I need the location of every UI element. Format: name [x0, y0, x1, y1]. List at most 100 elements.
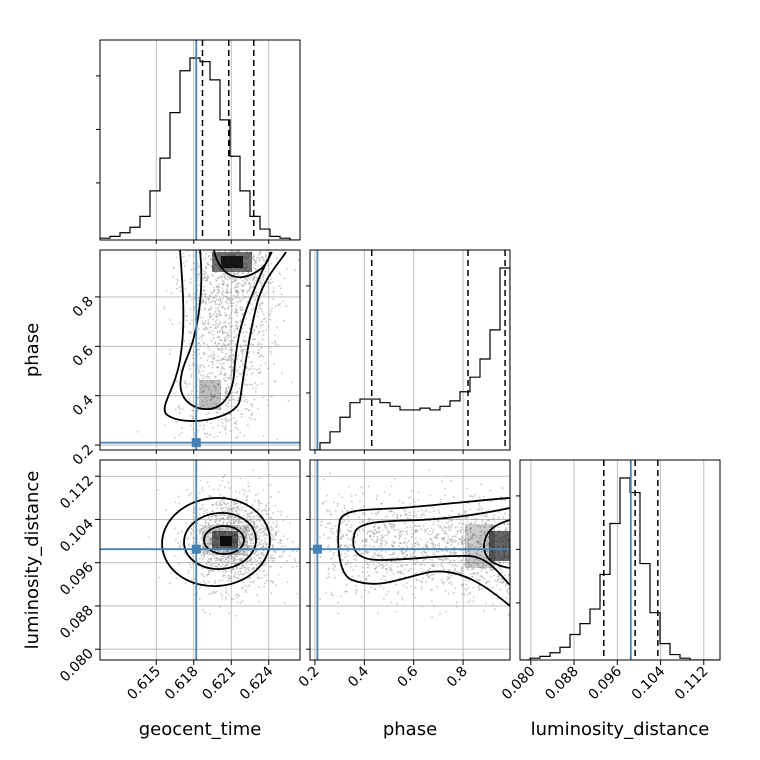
- sample-point: [438, 512, 441, 514]
- sample-point: [223, 486, 226, 489]
- sample-point: [412, 554, 415, 557]
- sample-point: [502, 516, 505, 519]
- sample-point: [464, 530, 467, 533]
- contour-level-2: [183, 512, 257, 570]
- sample-point: [241, 453, 243, 455]
- sample-point: [442, 581, 445, 584]
- sample-point: [188, 254, 191, 257]
- sample-point: [230, 340, 233, 343]
- sample-point: [367, 551, 370, 553]
- sample-point: [382, 536, 385, 539]
- sample-point: [238, 553, 241, 556]
- sample-point: [190, 374, 193, 376]
- sample-point: [188, 294, 191, 297]
- sample-point: [209, 558, 211, 561]
- sample-point: [504, 584, 507, 587]
- sample-point: [265, 329, 268, 332]
- sample-point: [378, 531, 381, 534]
- sample-point: [353, 554, 356, 557]
- sample-point: [202, 342, 205, 345]
- sample-point: [206, 509, 208, 512]
- sample-point: [246, 524, 249, 526]
- sample-point: [442, 568, 445, 570]
- sample-point: [249, 542, 252, 545]
- sample-point: [203, 432, 206, 435]
- sample-point: [224, 274, 226, 276]
- sample-point: [350, 524, 353, 527]
- sample-point: [234, 286, 237, 289]
- sample-point: [164, 424, 167, 427]
- sample-point: [264, 562, 267, 565]
- sample-point: [246, 513, 249, 516]
- sample-point: [434, 554, 436, 557]
- sample-point: [231, 515, 234, 518]
- sample-point: [325, 509, 328, 511]
- sample-point: [245, 331, 248, 334]
- sample-point: [474, 520, 477, 523]
- sample-point: [478, 589, 480, 591]
- sample-point: [251, 405, 254, 408]
- sample-point: [209, 308, 212, 311]
- sample-point: [459, 529, 462, 532]
- sample-point: [250, 581, 252, 583]
- sample-point: [193, 296, 196, 299]
- sample-point: [234, 594, 237, 597]
- sample-point: [222, 332, 225, 335]
- sample-point: [447, 576, 449, 578]
- sample-point: [267, 264, 270, 267]
- sample-point: [331, 594, 334, 597]
- sample-point: [465, 526, 468, 529]
- sample-point: [382, 556, 385, 559]
- sample-point: [282, 300, 285, 303]
- sample-point: [480, 534, 483, 537]
- sample-point: [373, 529, 376, 531]
- sample-point: [445, 557, 448, 560]
- sample-point: [375, 565, 378, 568]
- sample-point: [233, 520, 236, 523]
- sample-point: [231, 325, 234, 328]
- sample-point: [263, 526, 266, 529]
- sample-point: [219, 297, 221, 300]
- sample-point: [224, 392, 227, 395]
- sample-point: [275, 532, 277, 535]
- sample-point: [507, 614, 510, 616]
- sample-point: [414, 563, 417, 566]
- sample-point: [220, 372, 223, 375]
- sample-point: [193, 432, 196, 435]
- sample-point: [293, 557, 296, 560]
- sample-point: [251, 338, 254, 341]
- sample-point: [336, 502, 339, 505]
- sample-point: [202, 334, 205, 337]
- sample-point: [212, 570, 215, 572]
- sample-point: [377, 511, 380, 513]
- sample-point: [384, 516, 387, 518]
- sample-point: [189, 564, 192, 567]
- sample-point: [206, 552, 209, 554]
- sample-point: [234, 502, 237, 505]
- sample-point: [218, 335, 221, 338]
- sample-point: [256, 294, 258, 296]
- sample-point: [428, 469, 431, 472]
- sample-point: [215, 285, 218, 288]
- sample-point: [457, 540, 460, 543]
- sample-point: [352, 569, 354, 572]
- sample-point: [221, 294, 224, 297]
- sample-point: [257, 557, 260, 559]
- sample-point: [211, 372, 214, 374]
- sample-point: [392, 572, 395, 575]
- sample-point: [207, 570, 210, 573]
- sample-point: [224, 308, 227, 311]
- axes-frame: [309, 459, 511, 661]
- sample-point: [405, 586, 408, 589]
- sample-point: [172, 275, 175, 278]
- sample-point: [499, 567, 502, 570]
- sample-point: [216, 336, 219, 339]
- sample-point: [227, 515, 230, 518]
- sample-point: [453, 570, 456, 573]
- sample-point: [207, 375, 209, 378]
- sample-point: [210, 283, 213, 286]
- sample-point: [243, 566, 245, 569]
- sample-point: [197, 396, 200, 399]
- sample-point: [236, 283, 238, 285]
- sample-point: [264, 537, 267, 540]
